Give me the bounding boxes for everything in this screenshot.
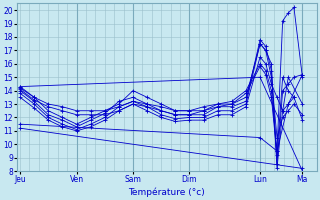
X-axis label: Température (°c): Température (°c) <box>129 187 205 197</box>
